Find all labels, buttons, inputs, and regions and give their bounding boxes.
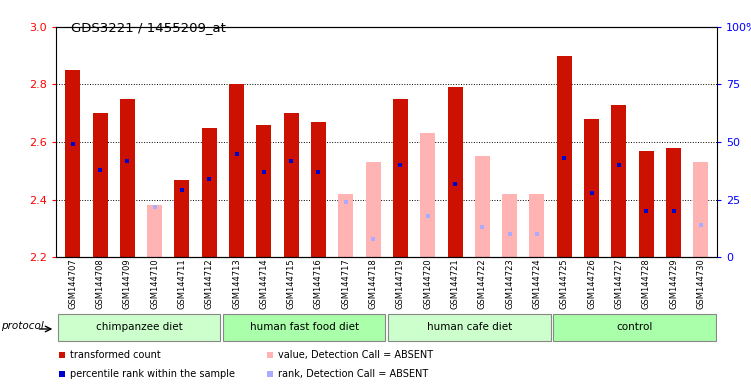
Bar [421, 134, 436, 257]
Bar [502, 194, 517, 257]
Bar [529, 194, 544, 257]
Bar [666, 148, 681, 257]
Bar [388, 314, 550, 341]
Text: value, Detection Call = ABSENT: value, Detection Call = ABSENT [279, 350, 433, 360]
Bar [256, 125, 271, 257]
Bar [58, 314, 220, 341]
Bar [65, 70, 80, 257]
Bar [284, 113, 299, 257]
Bar [92, 113, 107, 257]
Bar [229, 84, 244, 257]
Text: transformed count: transformed count [70, 350, 161, 360]
Bar [174, 180, 189, 257]
Bar [338, 194, 353, 257]
Bar [638, 151, 653, 257]
Bar [584, 119, 599, 257]
Bar [311, 122, 326, 257]
Text: control: control [617, 322, 653, 333]
Bar [223, 314, 385, 341]
Text: GDS3221 / 1455209_at: GDS3221 / 1455209_at [71, 21, 226, 34]
Text: chimpanzee diet: chimpanzee diet [95, 322, 182, 333]
Bar [202, 128, 217, 257]
Text: protocol: protocol [1, 321, 44, 331]
Bar [393, 99, 408, 257]
Bar [448, 88, 463, 257]
Bar [553, 314, 716, 341]
Bar [147, 205, 162, 257]
Text: rank, Detection Call = ABSENT: rank, Detection Call = ABSENT [279, 369, 429, 379]
Bar [693, 162, 708, 257]
Text: human fast food diet: human fast food diet [249, 322, 359, 333]
Bar [475, 157, 490, 257]
Bar [120, 99, 135, 257]
Text: percentile rank within the sample: percentile rank within the sample [70, 369, 235, 379]
Bar [556, 56, 572, 257]
Text: human cafe diet: human cafe diet [427, 322, 512, 333]
Bar [366, 162, 381, 257]
Bar [611, 104, 626, 257]
